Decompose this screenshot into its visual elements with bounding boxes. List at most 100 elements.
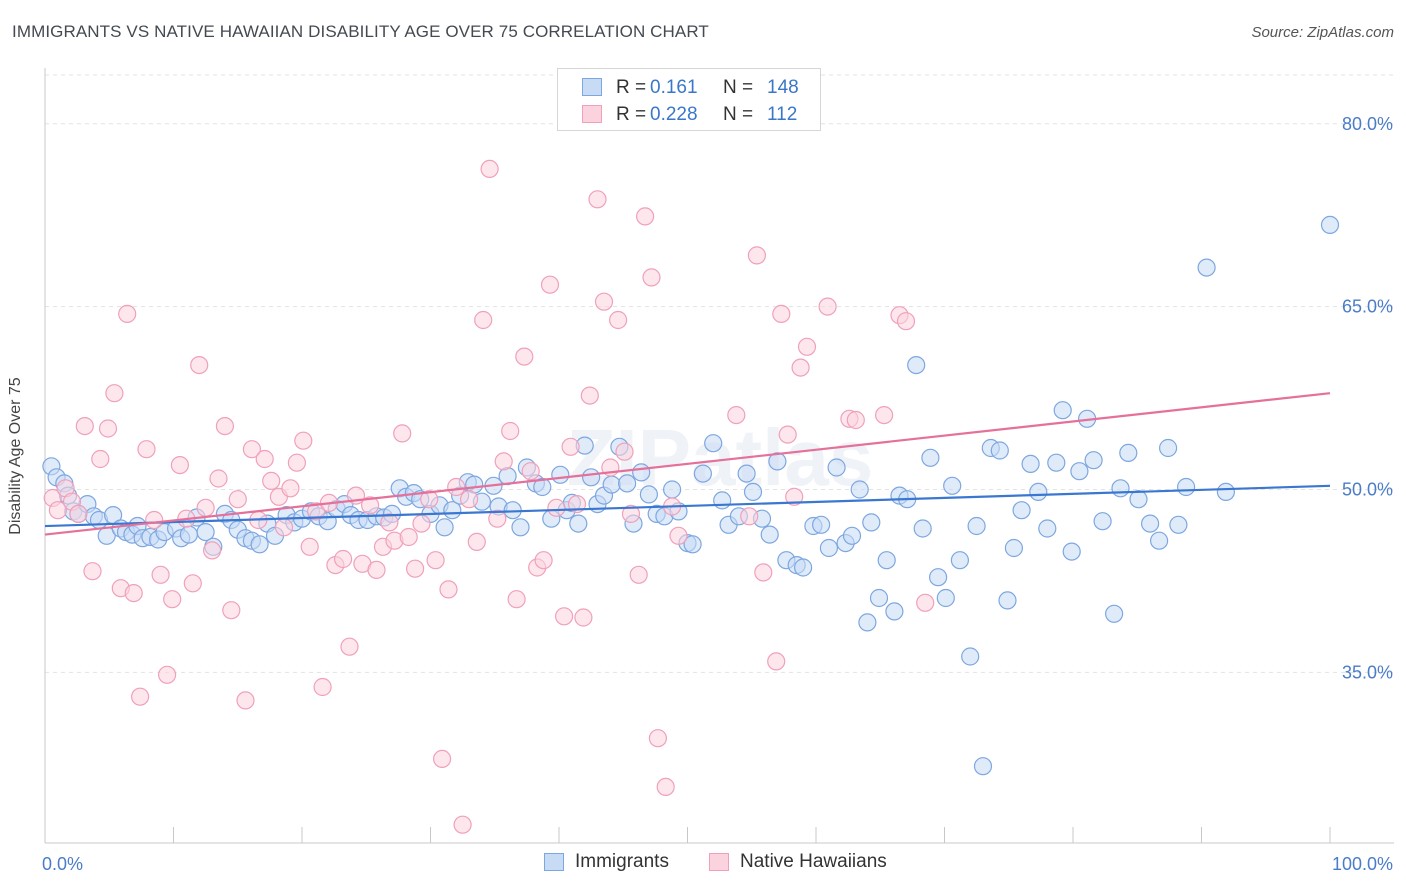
data-point	[793, 558, 813, 577]
data-point	[196, 522, 215, 542]
data-point	[511, 518, 530, 537]
data-point	[190, 356, 209, 375]
data-point	[1029, 482, 1048, 501]
data-point	[1129, 490, 1148, 509]
chart-title: IMMIGRANTS VS NATIVE HAWAIIAN DISABILITY…	[12, 22, 709, 41]
data-point	[540, 275, 560, 294]
data-point	[480, 159, 499, 178]
legend-r-label: R =	[616, 77, 647, 98]
data-point	[778, 425, 797, 444]
data-point	[467, 532, 486, 552]
data-point	[842, 526, 862, 545]
data-point	[693, 464, 713, 483]
data-point	[307, 502, 326, 521]
data-point	[827, 458, 846, 477]
native-hawaiians-swatch	[709, 853, 729, 871]
data-point	[754, 563, 773, 582]
data-point	[507, 590, 526, 609]
y-tick-label: 80.0%	[1342, 114, 1393, 134]
data-point	[255, 449, 274, 469]
data-point	[569, 514, 588, 533]
data-point	[921, 448, 940, 467]
x-tick-label: 100.0%	[1332, 854, 1393, 874]
data-point	[581, 468, 601, 487]
data-point	[380, 513, 399, 532]
data-point	[534, 551, 553, 570]
source-label: Source: ZipAtlas.com	[1251, 24, 1394, 41]
data-point	[209, 469, 228, 488]
data-point	[222, 601, 241, 620]
legend-r-value: 0.228	[650, 104, 698, 125]
data-point	[594, 292, 614, 311]
immigrants-swatch	[544, 853, 564, 871]
data-point	[907, 356, 926, 375]
x-tick-label: 0.0%	[42, 854, 83, 874]
data-point	[361, 496, 380, 515]
data-point	[399, 527, 418, 547]
data-point	[1004, 538, 1024, 558]
data-point	[916, 593, 935, 612]
data-point	[858, 613, 877, 632]
data-point	[961, 647, 980, 666]
data-point	[453, 815, 472, 834]
data-point	[936, 588, 955, 608]
data-point	[313, 677, 332, 697]
data-point	[242, 440, 261, 459]
data-point	[124, 583, 143, 603]
data-point	[819, 538, 839, 558]
data-point	[608, 310, 628, 330]
data-point	[151, 565, 170, 584]
data-point	[662, 480, 682, 499]
data-point	[1012, 501, 1031, 520]
data-point	[621, 504, 641, 524]
data-point	[1149, 531, 1169, 550]
data-point	[772, 304, 791, 323]
data-point	[1158, 438, 1178, 458]
data-point	[131, 687, 150, 706]
data-point	[300, 537, 319, 556]
data-point	[727, 406, 746, 425]
data-point	[747, 246, 767, 265]
stats-legend: R = 0.161 N = 148 R = 0.228 N = 112	[557, 68, 821, 131]
data-point	[1140, 514, 1160, 533]
data-point	[896, 312, 916, 331]
data-point	[179, 525, 198, 544]
data-point	[439, 580, 458, 599]
data-point	[846, 410, 865, 430]
data-point	[406, 559, 425, 578]
data-point	[760, 525, 779, 544]
data-point	[574, 608, 593, 627]
data-point	[561, 437, 580, 456]
data-point	[274, 518, 294, 537]
data-point	[1216, 482, 1236, 501]
data-point	[950, 551, 970, 570]
data-point	[648, 729, 668, 748]
data-point	[811, 515, 831, 534]
data-point	[183, 574, 202, 593]
data-point	[797, 337, 817, 356]
data-point	[967, 516, 986, 536]
data-point	[1320, 215, 1340, 234]
data-point	[460, 490, 479, 509]
data-point	[632, 463, 651, 482]
data-point	[340, 637, 359, 656]
data-point	[501, 421, 520, 441]
data-point	[250, 535, 269, 554]
data-point	[69, 504, 88, 524]
immigrants-swatch	[582, 78, 602, 96]
data-point	[447, 477, 466, 497]
legend-n-value: 112	[767, 104, 798, 125]
data-point	[294, 431, 313, 450]
data-point	[521, 462, 540, 481]
data-point	[1084, 451, 1103, 470]
data-point	[737, 464, 756, 483]
data-point	[1047, 453, 1066, 472]
data-point	[287, 453, 306, 472]
data-point	[98, 419, 118, 438]
data-point	[145, 510, 164, 530]
data-point	[669, 526, 688, 545]
data-point	[1119, 443, 1138, 462]
data-point	[203, 541, 222, 560]
data-point	[580, 386, 599, 405]
